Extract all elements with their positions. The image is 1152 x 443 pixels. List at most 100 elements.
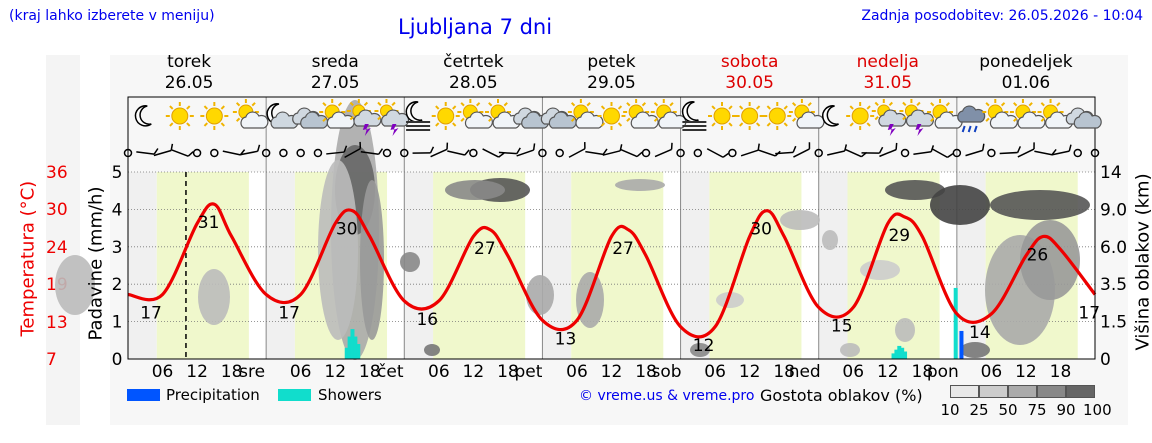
density-swatch <box>1008 385 1037 398</box>
cloud-density-blob <box>198 269 230 325</box>
wind-barb-flag <box>378 148 384 155</box>
cloud-density-blob <box>445 180 505 200</box>
night-band <box>680 172 710 359</box>
density-swatch <box>950 385 979 398</box>
legend-precip-swatch <box>127 389 160 401</box>
wind-barb-flag <box>722 152 729 158</box>
cloud-density-blob <box>424 344 440 356</box>
wind-barb <box>931 147 954 159</box>
wind-barb <box>568 142 586 158</box>
cloud-height-tick: 14 <box>1100 163 1122 183</box>
wind-barb-shaft <box>1017 148 1035 158</box>
precipitation-tick: 1 <box>112 313 123 333</box>
sun-icon <box>165 102 194 130</box>
wind-barb-shaft <box>136 151 155 155</box>
wind-barb-flag <box>532 143 536 151</box>
wind-calm-marker <box>210 148 219 158</box>
cloud-density-blob <box>780 210 820 230</box>
x-tick: čet <box>377 362 404 382</box>
wind-calm-marker <box>279 148 288 158</box>
cloud-height-tick: 1.5 <box>1100 313 1127 333</box>
thunder-icon <box>346 99 382 136</box>
wind-barb-flag <box>895 142 898 150</box>
wind-barb <box>344 141 362 159</box>
wind-barb-shaft <box>498 151 517 155</box>
density-tick: 90 <box>1056 401 1076 419</box>
x-tick: 12 <box>186 362 208 382</box>
sun-cloud-icon <box>1009 99 1046 129</box>
temperature-value-label: 29 <box>888 226 910 246</box>
wind-barb <box>844 148 868 158</box>
x-tick: 06 <box>152 362 174 382</box>
temperature-value-label: 16 <box>416 310 438 330</box>
wind-barb-flag <box>1051 148 1057 156</box>
density-tick: 10 <box>940 401 960 419</box>
wind-barb-shaft <box>1051 150 1070 156</box>
wind-calm-marker <box>261 148 271 158</box>
wind-barb-shaft <box>1034 150 1053 156</box>
night-band <box>818 172 848 359</box>
precipitation-axis-label: Padavine (mm/h) <box>85 186 107 341</box>
shower-bar <box>900 347 905 359</box>
wind-barb-flag <box>878 146 884 154</box>
legend-showers-label: Showers <box>318 386 382 404</box>
wind-barb-shaft <box>931 147 948 159</box>
credit-link[interactable]: © vreme.us & vreme.pro <box>579 388 755 404</box>
wind-barb-shaft <box>222 150 241 156</box>
wind-barb <box>827 144 848 156</box>
sun-cloud-icon <box>484 99 521 129</box>
legend-showers-swatch <box>278 389 311 401</box>
page-title: Ljubljana 7 dni <box>398 15 553 39</box>
cloud-density-blob <box>318 160 358 340</box>
day-name: četrtek <box>443 52 504 72</box>
wind-barb <box>430 142 449 158</box>
moon-fog-icon <box>405 101 431 131</box>
wind-barb-shaft <box>602 150 621 156</box>
temperature-value-label: 30 <box>336 220 358 240</box>
wind-calm-marker <box>693 148 703 158</box>
wind-barb <box>758 149 781 157</box>
daylight-band <box>571 172 664 359</box>
cloud-density-blob <box>526 275 554 315</box>
day-name: petek <box>587 52 636 72</box>
temperature-value-label: 31 <box>198 213 220 233</box>
wind-barb-shaft <box>482 148 499 158</box>
x-tick: 18 <box>912 362 934 382</box>
sun-icon <box>431 102 460 130</box>
wind-barb-flag <box>516 147 521 155</box>
sun-icon <box>846 102 875 130</box>
wind-barb <box>879 142 898 158</box>
wind-calm-marker <box>469 148 478 158</box>
sun-cloud-icon <box>567 99 604 129</box>
shower-bar <box>894 349 899 359</box>
day-name: ponedeljek <box>979 52 1073 72</box>
day-name: nedelja <box>856 52 919 72</box>
day-date: 27.05 <box>310 73 360 93</box>
daylight-band <box>709 172 802 359</box>
wind-barb-shaft <box>585 150 604 156</box>
day-date: 26.05 <box>164 73 214 93</box>
cloud-density-blob <box>822 230 838 250</box>
sun-icon <box>597 102 626 130</box>
legend-precip-label: Precipitation <box>166 386 260 404</box>
x-tick: 18 <box>359 362 381 382</box>
cloud-density-blob <box>400 252 420 272</box>
wind-barb-shaft <box>879 148 897 158</box>
wind-barb-shaft <box>360 151 379 155</box>
wind-barb-flag <box>464 149 470 156</box>
x-tick: 12 <box>877 362 899 382</box>
wind-barb <box>793 142 811 158</box>
sun-cloud-icon <box>232 99 269 129</box>
wind-barb-flag <box>1068 144 1072 152</box>
wind-barb-shaft <box>620 148 638 158</box>
wind-barb <box>447 149 470 156</box>
shower-bar <box>347 336 352 359</box>
temperature-value-label: 14 <box>969 323 991 343</box>
wind-barb-shaft <box>654 148 672 158</box>
region-note[interactable]: (kraj lahko izberete v meniju) <box>9 8 215 24</box>
wind-barb-shaft <box>516 149 534 157</box>
wind-calm-marker <box>676 148 685 158</box>
x-tick: 06 <box>566 362 588 382</box>
shower-bar <box>903 351 908 359</box>
